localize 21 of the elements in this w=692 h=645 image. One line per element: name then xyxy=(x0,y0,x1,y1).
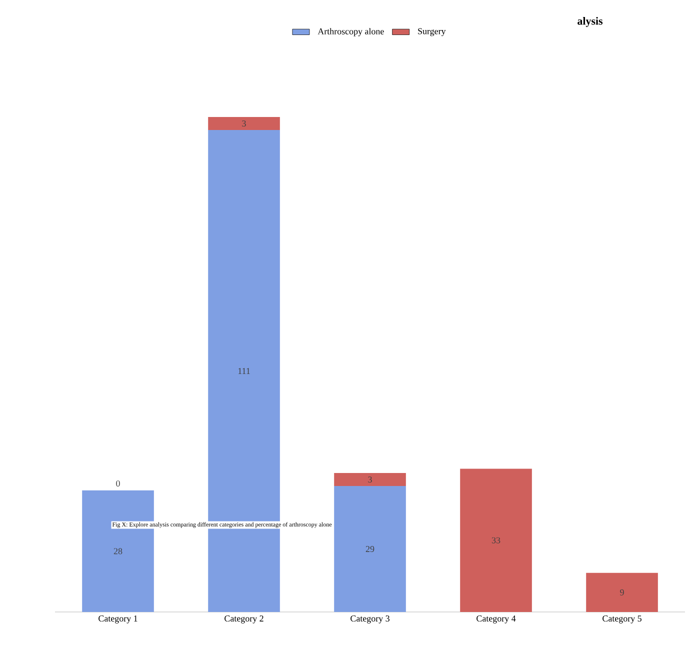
bar xyxy=(208,116,280,130)
x-tick-label: Category 4 xyxy=(476,616,516,624)
bar xyxy=(334,486,406,612)
data-label: 3 xyxy=(368,476,372,483)
data-label: 0 xyxy=(116,480,120,487)
x-tick-label: Category 2 xyxy=(224,616,264,624)
data-label: 9 xyxy=(620,589,624,596)
legend-label: Arthroscopy alone xyxy=(318,28,384,36)
data-label: 29 xyxy=(366,546,374,552)
legend-label: Surgery xyxy=(418,28,446,36)
data-label: 28 xyxy=(114,548,122,554)
x-tick-label: Category 1 xyxy=(98,616,138,624)
bar xyxy=(334,473,406,486)
data-label: 111 xyxy=(238,368,250,374)
data-label: 3 xyxy=(242,120,246,127)
x-tick-label: Category 5 xyxy=(602,616,642,624)
bar xyxy=(460,468,532,612)
x-tick-label: Category 3 xyxy=(350,616,390,624)
chart-title: alysis xyxy=(578,17,603,27)
bar xyxy=(586,572,658,612)
data-label: 33 xyxy=(492,537,500,544)
